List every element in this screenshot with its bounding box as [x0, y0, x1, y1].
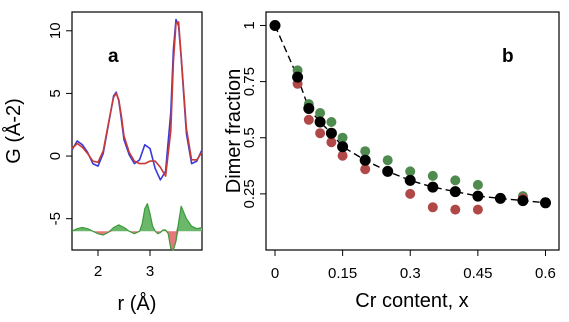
- panel-a-x-axis-title: r (Å): [118, 292, 157, 315]
- black-series-point: [292, 71, 304, 83]
- black-series-point: [540, 197, 551, 209]
- black-series-point: [494, 192, 506, 204]
- green-series-point: [405, 166, 416, 177]
- panel-a-ticks: 2 3 -5 0 5 10: [47, 22, 154, 280]
- red-series-point: [405, 188, 416, 199]
- panel-b-x-tick-label: 0.45: [463, 265, 492, 282]
- black-series-point: [517, 195, 529, 207]
- panel-a-y-tick-label: 10: [47, 22, 64, 39]
- panel-b-x-tick-label: 0: [271, 265, 279, 282]
- panel-b-y-axis-title: Dimer fraction: [223, 69, 245, 193]
- green-series-point: [427, 170, 438, 181]
- panel-a-letter: a: [108, 46, 119, 67]
- panel-a-y-tick-label: -5: [47, 212, 64, 225]
- panel-a-y-tick-label: 0: [47, 152, 64, 160]
- green-series-point: [326, 117, 337, 127]
- panel-b-ticks: 0 0.15 0.3 0.45 0.6 0.25 0.5 0.75 1: [241, 21, 556, 282]
- black-series-point: [449, 186, 461, 198]
- green-series-point: [472, 179, 483, 190]
- panel-a-y-tick-label: 5: [47, 89, 64, 97]
- red-series-point: [303, 114, 314, 125]
- difference-line: [71, 203, 203, 251]
- red-series-point: [315, 128, 326, 139]
- red-series-point: [360, 164, 371, 175]
- black-series-point: [427, 181, 439, 193]
- green-series-point: [450, 175, 461, 186]
- panel-a-y-axis-title: G (Å-2): [2, 98, 25, 164]
- panel-a: 2 3 -5 0 5 10 a r (Å) G (Å-2): [2, 11, 203, 315]
- red-series-point: [472, 204, 483, 215]
- black-series-point: [314, 116, 326, 128]
- panel-b-x-tick-label: 0.6: [535, 265, 556, 282]
- panel-a-x-tick-label: 3: [146, 263, 154, 280]
- difference-negative-fill: [72, 231, 202, 250]
- panel-b: 0 0.15 0.3 0.45 0.6 0.25 0.5 0.75 1 b Cr content…: [223, 11, 560, 312]
- panel-b-x-tick-label: 0.3: [400, 265, 421, 282]
- green-series-point: [360, 146, 371, 157]
- red-series-point: [326, 137, 337, 148]
- black-series-point: [359, 154, 371, 166]
- red-series-point: [427, 202, 438, 213]
- panel-b-plot-area: [269, 20, 551, 215]
- panel-b-y-tick-label: 1: [241, 21, 258, 29]
- panel-b-letter: b: [502, 46, 514, 67]
- panel-a-plot-area: [71, 18, 203, 251]
- panel-a-x-tick-label: 2: [94, 263, 102, 280]
- panel-b-y-tick-label: 0.25: [241, 179, 258, 208]
- black-series-point: [337, 141, 349, 153]
- green-series-point: [382, 155, 393, 166]
- observed-pdf-line: [71, 18, 203, 181]
- black-series-point: [404, 174, 416, 186]
- red-series-point: [337, 150, 348, 161]
- panel-b-y-tick-label: 0.75: [241, 67, 258, 96]
- model-pdf-line: [71, 21, 203, 177]
- black-series-point: [382, 165, 394, 177]
- black-series-point: [269, 20, 281, 31]
- panel-b-x-tick-label: 0.15: [328, 265, 357, 282]
- panel-b-y-tick-label: 0.5: [241, 127, 258, 148]
- red-series-point: [450, 204, 461, 215]
- black-series-point: [303, 103, 315, 114]
- green-series-point: [337, 132, 348, 143]
- panel-a-frame: [71, 11, 203, 251]
- panel-b-x-axis-title: Cr content, x: [355, 290, 468, 312]
- black-series-point: [325, 127, 337, 139]
- black-series-point: [472, 190, 484, 202]
- panel-b-frame: [265, 11, 560, 251]
- green-series-point: [315, 108, 326, 118]
